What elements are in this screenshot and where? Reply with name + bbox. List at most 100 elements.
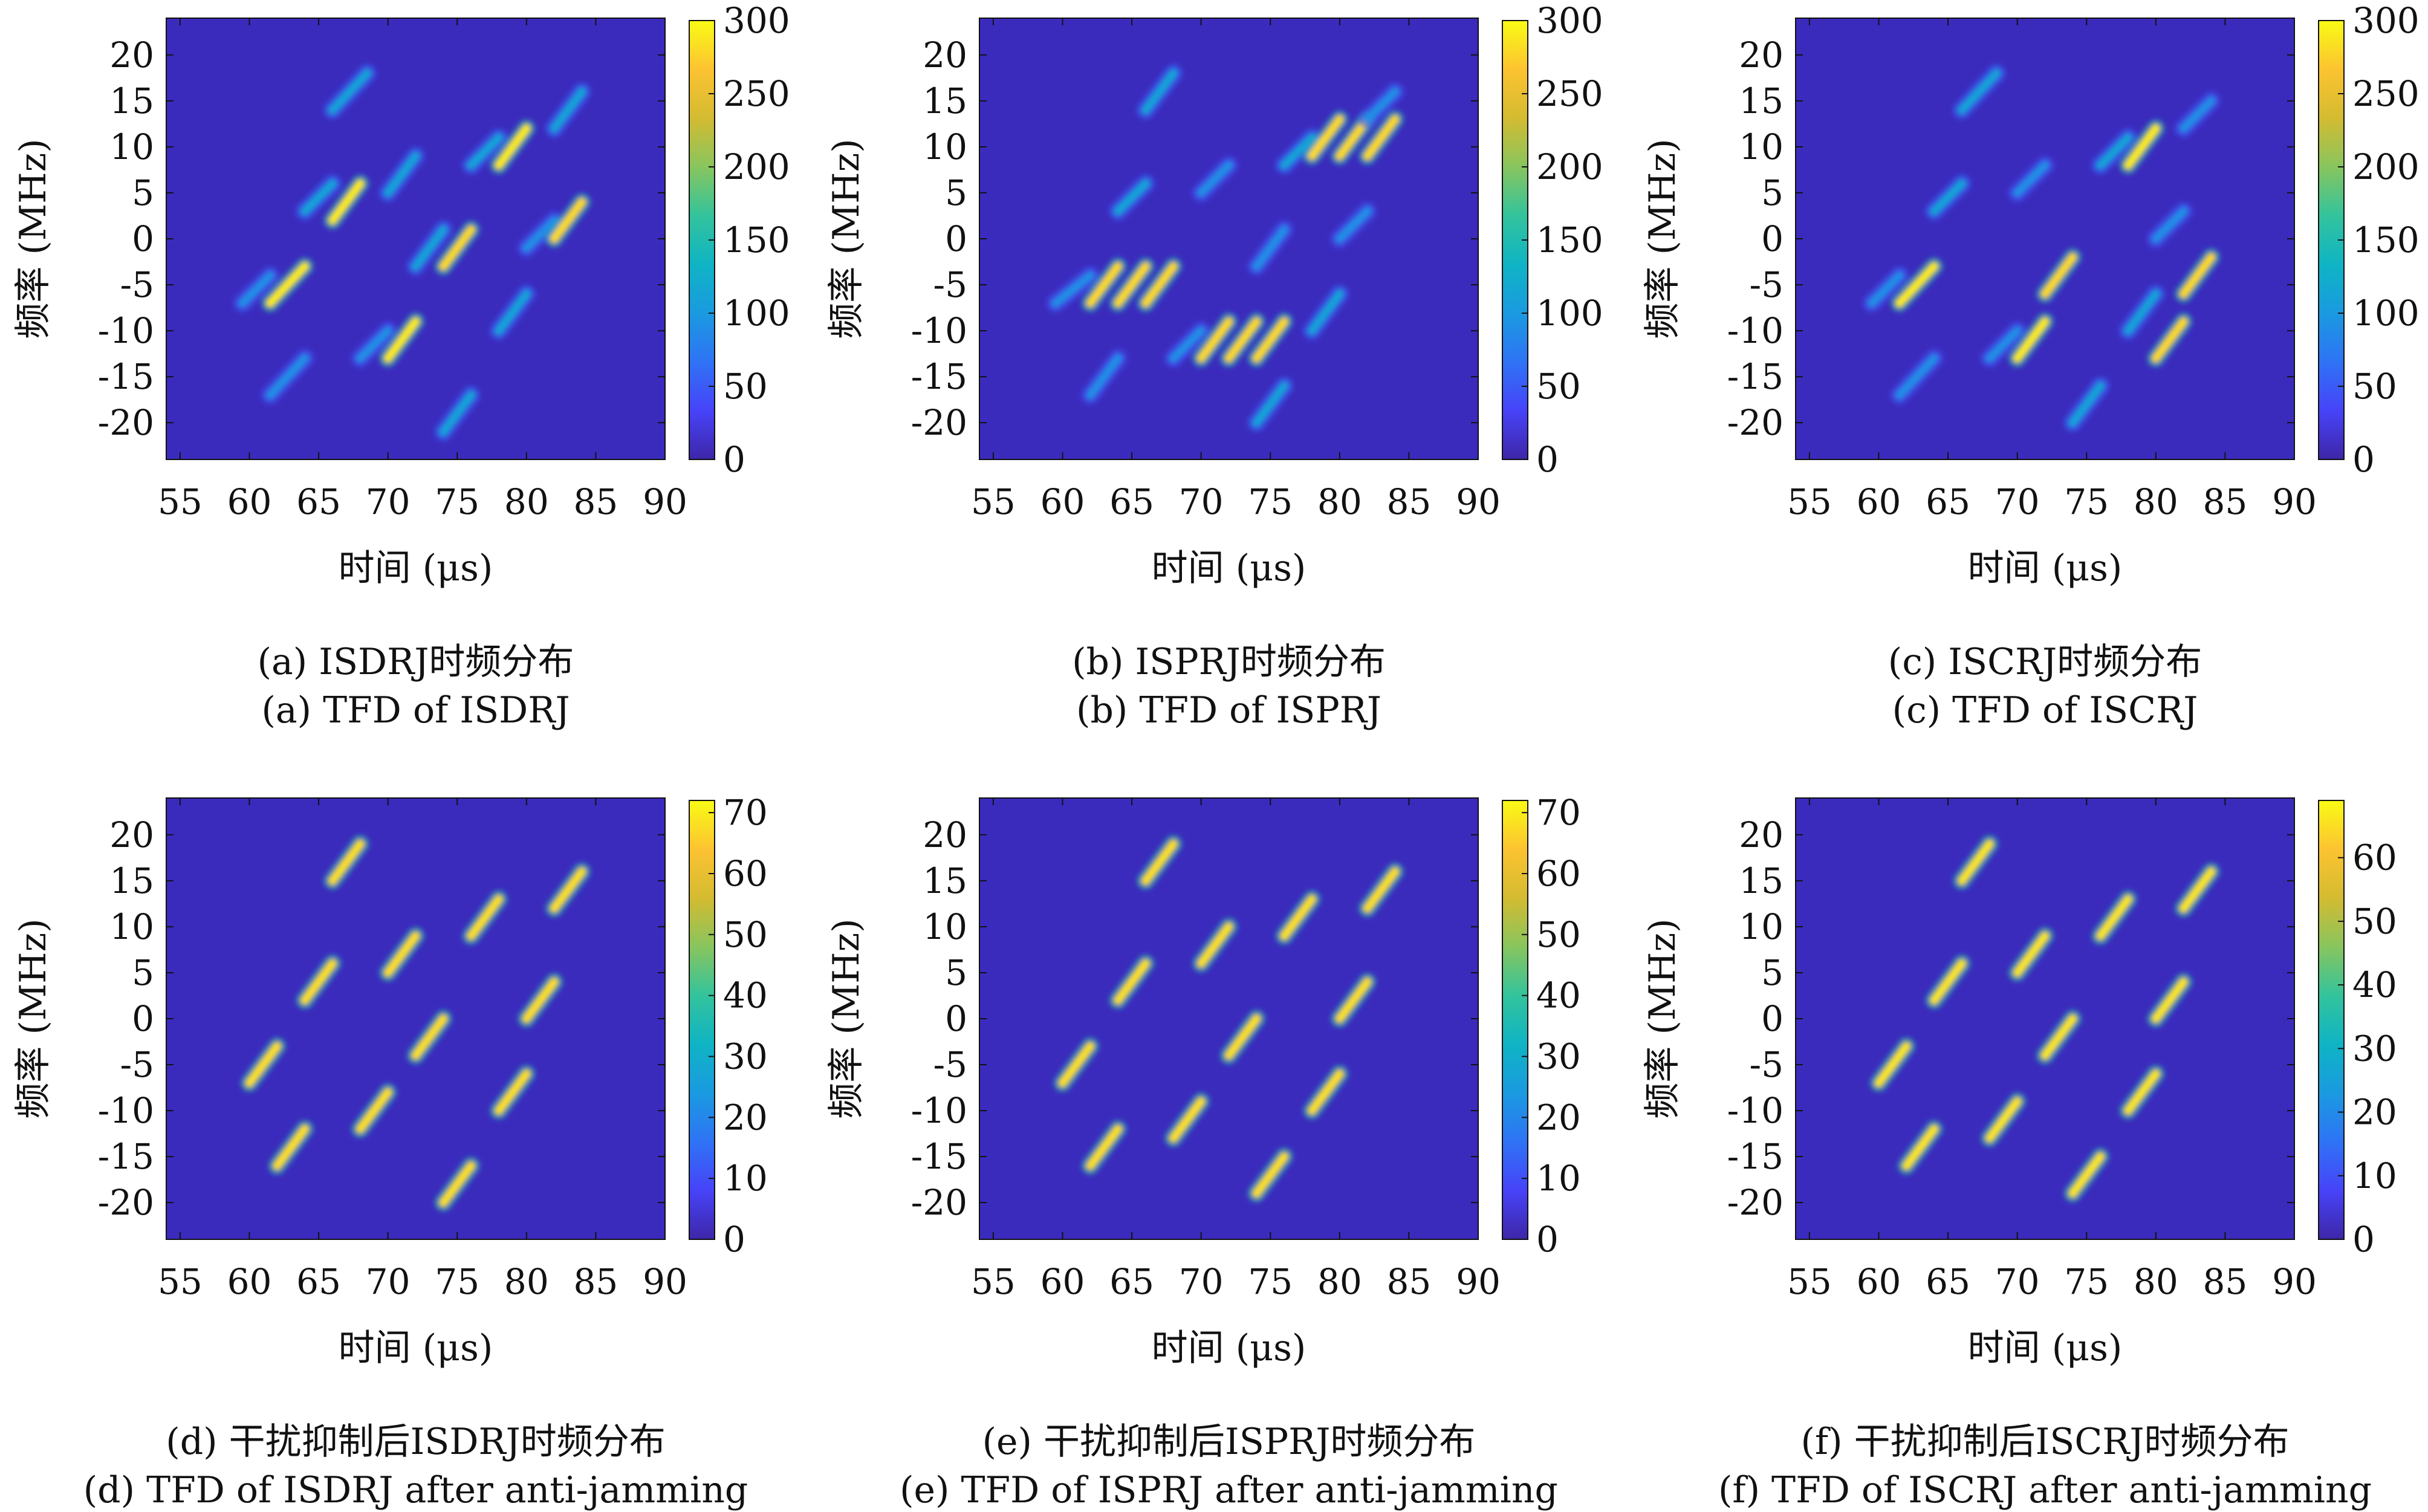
plot-background [166, 18, 665, 459]
x-tick-label: 80 [504, 1261, 549, 1302]
chirp-segment [1252, 317, 1289, 363]
y-tick-label: 20 [923, 814, 967, 855]
chirp-segment [1874, 1042, 1911, 1088]
y-tick-label: 5 [945, 952, 967, 993]
y-tick-label: -5 [120, 1044, 155, 1085]
y-tick-label: -10 [98, 1090, 154, 1131]
y-tick-label: -20 [1727, 1182, 1784, 1223]
y-tick-label: 5 [1761, 172, 1784, 213]
chart-panel-d: 55 60 65 70 75 80 85 90 -20 -15 -10 -5 0 5 10 15 20 时间 (μ… [12, 792, 768, 1511]
x-tick-label: 90 [2272, 1261, 2317, 1302]
chirp-segment [1169, 326, 1206, 363]
chirp-segment [1868, 271, 1904, 308]
chirp-segment [2040, 253, 2077, 299]
x-tick-label: 90 [643, 1261, 687, 1302]
x-tick-label: 80 [2134, 1261, 2178, 1302]
caption-en: (e) TFD of ISPRJ after anti-jamming [900, 1469, 1558, 1511]
y-tick-label: 15 [1739, 860, 1784, 901]
chirp-segment [1196, 161, 1233, 197]
chart-panel-f: 55 60 65 70 75 80 85 90 -20 -15 -10 -5 0 5 10 15 20 时间 (μ… [1641, 797, 2397, 1511]
x-tick-label: 85 [2203, 1261, 2248, 1302]
caption-en: (b) TFD of ISPRJ [1076, 689, 1381, 732]
chirp-segment [383, 317, 420, 363]
chirp-segment [1058, 1042, 1095, 1088]
x-tick-label: 80 [2134, 481, 2178, 522]
y-tick-label: 15 [1739, 80, 1784, 122]
colorbar-tick-label: 150 [723, 219, 790, 261]
x-tick-label: 75 [435, 481, 479, 522]
x-tick-label: 55 [971, 481, 1016, 522]
chirp-layer [240, 835, 591, 1212]
chirp-segment [1141, 840, 1178, 885]
chirp-segment [1196, 317, 1233, 363]
caption-cn: (f) 干扰抑制后ISCRJ时频分布 [1800, 1421, 2289, 1463]
y-tick-label: 15 [923, 80, 967, 122]
y-tick-label: -15 [98, 1136, 154, 1177]
colorbar-tick-label: 200 [723, 146, 790, 187]
y-tick-label: -15 [1727, 1136, 1784, 1177]
chirp-segment [1051, 271, 1095, 308]
y-axis-label: 频率 (MHz) [825, 138, 868, 339]
y-tick-label: 10 [923, 906, 967, 947]
y-tick-label: -20 [98, 1182, 154, 1223]
colorbar-tick-label: 50 [723, 914, 768, 955]
colorbar-tick-label: 30 [1536, 1036, 1581, 1077]
y-tick-label: -10 [1727, 1090, 1784, 1131]
chirp-segment [1224, 1014, 1261, 1060]
plot-background [1796, 18, 2294, 459]
x-tick-label: 55 [1787, 481, 1832, 522]
colorbar-tick-label: 200 [1536, 146, 1603, 187]
chirp-segment [2179, 867, 2216, 913]
chirp-segment [2179, 253, 2216, 299]
y-tick-label: -10 [911, 310, 967, 351]
chirp-segment [467, 895, 503, 941]
y-tick-label: -20 [98, 402, 154, 443]
chirp-segment [1252, 1152, 1289, 1198]
x-tick-label: 85 [574, 1261, 618, 1302]
y-tick-label: 10 [1739, 906, 1784, 947]
plot-background [1796, 798, 2294, 1239]
x-tick-label: 80 [504, 481, 549, 522]
chirp-layer [233, 64, 591, 441]
x-tick-label: 70 [1179, 1261, 1224, 1302]
chirp-segment [1958, 840, 1994, 885]
x-axis-label: 时间 (μs) [1968, 1327, 2123, 1369]
chirp-segment [439, 225, 476, 271]
colorbar-tick-label: 250 [723, 73, 790, 114]
y-axis-label: 频率 (MHz) [1641, 918, 1684, 1118]
colorbar-tick-label: 0 [723, 1219, 745, 1260]
chirp-layer [1053, 835, 1404, 1202]
colorbar-tick-label: 0 [723, 439, 745, 480]
chirp-segment [1196, 922, 1233, 968]
caption-cn: (e) 干扰抑制后ISPRJ时频分布 [982, 1421, 1476, 1463]
chirp-segment [328, 179, 365, 225]
x-tick-label: 60 [1040, 481, 1085, 522]
chirp-segment [328, 840, 365, 885]
x-tick-label: 55 [158, 1261, 203, 1302]
chirp-segment [2013, 317, 2050, 363]
colorbar-tick-label: 20 [723, 1097, 768, 1138]
chirp-segment [1280, 133, 1316, 170]
x-tick-label: 55 [158, 481, 203, 522]
chirp-segment [2124, 290, 2160, 336]
x-tick-label: 65 [296, 1261, 341, 1302]
y-axis-label: 频率 (MHz) [1641, 138, 1684, 339]
chirp-layer [1047, 64, 1404, 432]
y-tick-label: 20 [1739, 34, 1784, 76]
x-tick-label: 75 [2064, 1261, 2109, 1302]
plot-background [979, 18, 1478, 459]
y-tick-label: 0 [1761, 218, 1784, 259]
y-tick-label: -10 [911, 1090, 967, 1131]
chirp-segment [383, 152, 420, 197]
chirp-segment [2013, 161, 2050, 197]
y-tick-label: 10 [923, 126, 967, 167]
colorbar [689, 800, 715, 1240]
y-tick-label: 5 [1761, 952, 1784, 993]
y-axis-label: 频率 (MHz) [825, 918, 868, 1118]
x-tick-label: 70 [366, 1261, 411, 1302]
chirp-segment [355, 1088, 392, 1134]
chirp-segment [383, 932, 420, 977]
chirp-segment [245, 1042, 282, 1088]
